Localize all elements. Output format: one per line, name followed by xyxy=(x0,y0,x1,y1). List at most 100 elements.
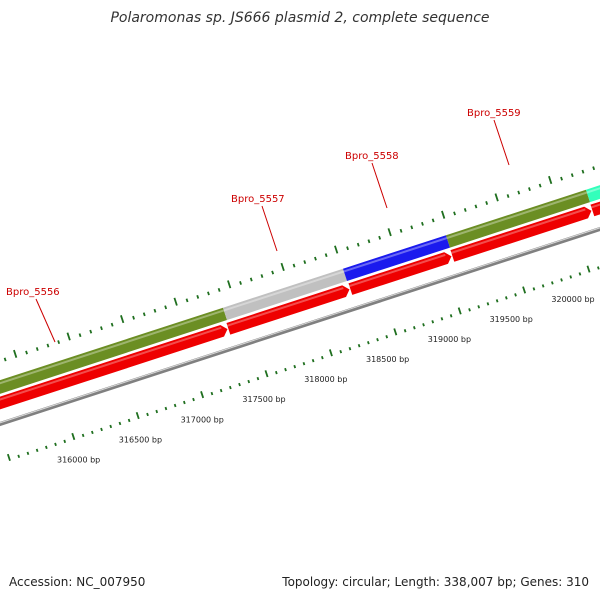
ruler-tick xyxy=(578,272,582,276)
ruler-tick xyxy=(357,343,361,348)
scale-tick xyxy=(581,169,585,174)
ruler-tick xyxy=(541,284,545,288)
gene-feature-bpro-5556 xyxy=(0,307,228,394)
ruler-tick xyxy=(192,397,195,402)
ruler-tick xyxy=(256,376,260,381)
ruler-tick xyxy=(146,412,149,417)
scale-tick xyxy=(13,349,18,358)
ruler-tick xyxy=(532,287,536,291)
ruler-tick xyxy=(560,278,563,282)
topology-summary: Topology: circular; Length: 338,007 bp; … xyxy=(282,575,589,589)
scale-tick xyxy=(110,322,114,327)
gene-label-bpro-5558: Bpro_5558 xyxy=(345,151,399,162)
scale-tick xyxy=(271,270,275,275)
ruler-tick xyxy=(183,400,186,405)
scale-tick xyxy=(78,333,82,338)
bp-label: 316000 bp xyxy=(57,455,100,464)
scale-tick xyxy=(494,193,499,202)
scale-tick xyxy=(303,260,307,265)
ruler-tick xyxy=(275,370,278,375)
ruler-tick xyxy=(367,341,370,345)
scale-tick xyxy=(421,221,424,226)
ruler-tick xyxy=(393,328,398,336)
bp-label: 317000 bp xyxy=(181,415,224,424)
scale-tick xyxy=(324,253,328,258)
ruler-tick xyxy=(219,388,223,393)
cds-arrow xyxy=(589,200,600,218)
ruler-tick xyxy=(431,320,435,324)
scale-tick xyxy=(485,201,489,205)
gene-feature xyxy=(585,185,600,203)
scale-tick xyxy=(196,294,200,299)
scale-tick xyxy=(399,228,403,233)
ruler-tick xyxy=(54,442,57,447)
ruler-tick xyxy=(173,403,177,408)
scale-tick xyxy=(453,211,456,216)
scale-tick xyxy=(260,274,264,278)
gene-feature-ring xyxy=(0,185,600,394)
ruler-tick xyxy=(155,409,159,414)
scale-tick xyxy=(239,281,242,285)
ruler-tick xyxy=(238,382,241,387)
ruler-tick xyxy=(449,314,453,318)
gene-labels: Bpro_5556 Bpro_5557 Bpro_5558 Bpro_5559 xyxy=(6,108,521,343)
scale-tick xyxy=(314,256,317,261)
scale-tick xyxy=(292,263,296,268)
feature-highlight xyxy=(223,270,345,312)
ruler-tick xyxy=(514,293,517,297)
ruler-tick xyxy=(328,349,333,357)
scale-tick xyxy=(538,183,542,188)
bp-label: 320000 bp xyxy=(551,295,594,304)
scale-tick xyxy=(25,350,28,355)
scale-tick xyxy=(346,246,349,251)
ruler-tick xyxy=(118,421,122,426)
ruler-tick xyxy=(229,385,232,390)
scale-tick xyxy=(548,175,553,185)
ruler-tick xyxy=(210,391,214,396)
map-title: Polaromonas sp. JS666 plasmid 2, complet… xyxy=(110,10,490,26)
scale-tick xyxy=(66,332,71,341)
scale-tick xyxy=(132,315,135,320)
ruler-tick xyxy=(486,302,490,306)
scale-tick xyxy=(570,173,574,178)
ruler-tick xyxy=(135,411,140,420)
scale-tick xyxy=(207,291,210,296)
scale-tick xyxy=(164,305,168,310)
cds-arrow xyxy=(225,284,351,336)
cds-arrow xyxy=(347,251,453,296)
ruler-tick xyxy=(311,358,315,363)
ruler-tick xyxy=(413,326,416,330)
ruler-tick xyxy=(81,433,85,438)
cds-arrow xyxy=(449,205,593,263)
backbone-ring xyxy=(0,226,600,427)
ruler-tick xyxy=(35,448,39,453)
scale-tick xyxy=(560,176,563,181)
scale-tick xyxy=(249,277,253,282)
scale-tick xyxy=(474,204,478,209)
ruler-tick xyxy=(551,281,554,285)
bp-label: 316500 bp xyxy=(119,435,162,444)
ruler-tick xyxy=(127,418,131,423)
feature-highlight xyxy=(586,187,600,194)
ruler-tick xyxy=(264,370,269,378)
ruler-tick xyxy=(109,424,113,429)
scale-tick xyxy=(57,340,61,345)
ruler-tick xyxy=(339,349,343,354)
cds-arrow xyxy=(0,324,229,411)
ruler-tick xyxy=(495,299,499,303)
cds-highlight xyxy=(226,287,344,327)
ruler-tick xyxy=(522,286,527,294)
ruler-tick xyxy=(422,323,425,327)
bp-label: 317500 bp xyxy=(242,395,285,404)
outer-tick-ring xyxy=(3,166,596,362)
ruler-tick xyxy=(321,355,324,360)
scale-tick xyxy=(120,315,125,324)
scale-tick xyxy=(334,245,339,254)
cds-highlight xyxy=(0,326,222,401)
scale-tick xyxy=(441,210,446,219)
gene-label-bpro-5559: Bpro_5559 xyxy=(467,108,521,119)
leader-line-bpro-5558 xyxy=(371,162,388,209)
scale-tick xyxy=(387,228,392,237)
ruler-tick xyxy=(477,305,481,309)
